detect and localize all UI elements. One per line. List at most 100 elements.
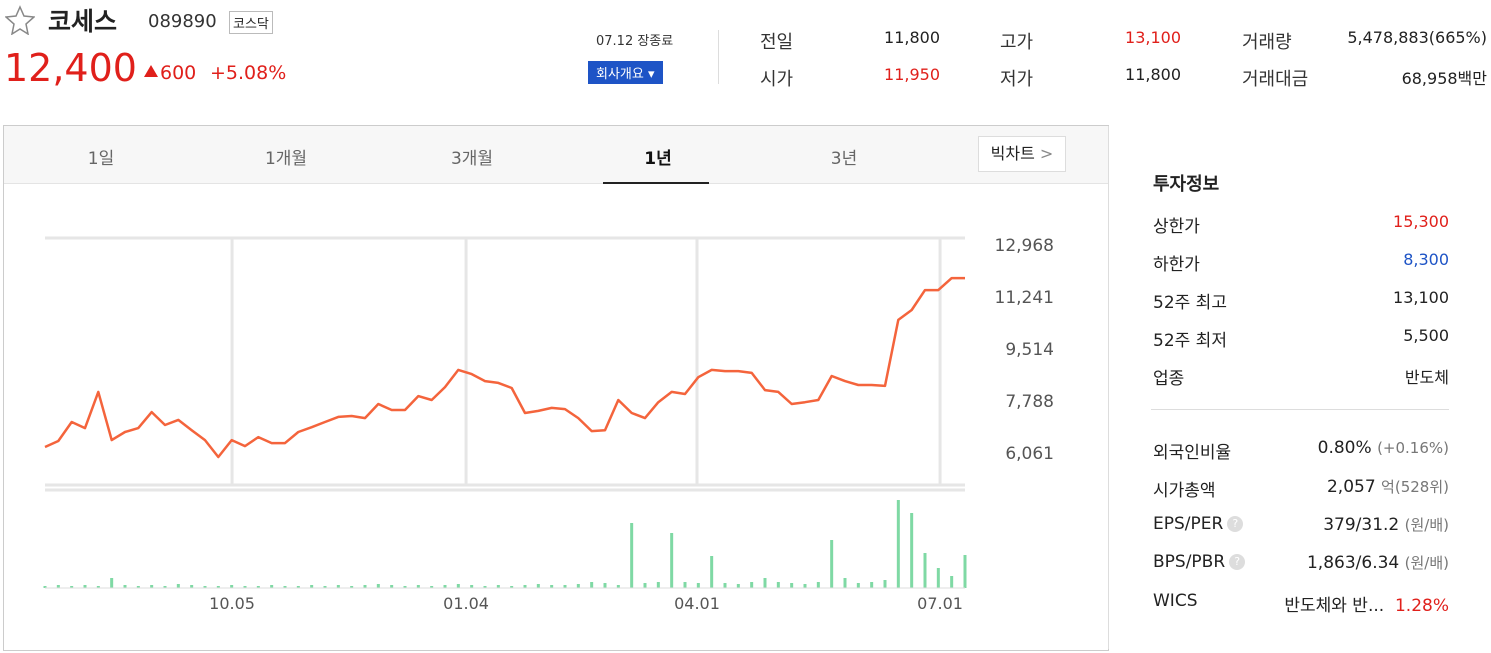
invest-panel: 투자정보 외국인비율 0.80% (+0.16%) 시가총액 2,057 억(528… <box>1108 126 1489 649</box>
volume-bar <box>230 585 234 588</box>
volume-bar <box>710 556 714 588</box>
volume-bar <box>763 578 767 588</box>
label: BPS/PBR <box>1153 552 1226 572</box>
volume-bar <box>70 586 74 588</box>
divider <box>1151 409 1449 410</box>
y-tick-label: 6,061 <box>1005 444 1054 464</box>
quote-value: 11,800 <box>884 28 940 47</box>
sub: (원/배) <box>1404 516 1449 534</box>
quote-label: 시가 <box>760 69 794 90</box>
volume-bar <box>376 584 380 588</box>
unit: 억 <box>1381 478 1395 496</box>
x-tick-label: 01.04 <box>443 594 489 613</box>
volume-bar <box>310 585 314 588</box>
volume-bar <box>256 586 260 588</box>
info-value: 8,300 <box>1403 250 1449 269</box>
volume-bar <box>216 586 220 588</box>
chart: 12,968 11,241 9,514 7,788 6,061 10.05 01.04 04.… <box>43 236 1054 613</box>
volume-bar <box>603 583 607 588</box>
volume-bar <box>136 586 140 588</box>
value[interactable]: 반도체와 반... <box>1284 596 1385 616</box>
active-underline <box>603 182 709 184</box>
quote-label: 고가 <box>1000 32 1034 53</box>
x-tick-label: 10.05 <box>209 594 255 613</box>
info-value: 반도체 <box>1404 368 1449 387</box>
info-label: 업종 <box>1153 369 1185 389</box>
big-chart-button[interactable]: 빅차트 > <box>978 136 1066 172</box>
volume-bar <box>350 586 354 588</box>
help-icon[interactable]: ? <box>1227 516 1244 532</box>
value: 1,863/6.34 <box>1306 553 1400 573</box>
info-label: 상한가 <box>1153 217 1200 237</box>
volume-bar <box>83 585 87 588</box>
quote-value: 5,478,883(665%) <box>1347 28 1487 47</box>
market-status: 07.12 장종료 <box>596 34 674 49</box>
bps-row: BPS/PBR? 1,863/6.34 (원/배) <box>1153 552 1449 573</box>
quote-value: 13,100 <box>1125 28 1181 47</box>
volume-bar <box>283 586 287 588</box>
info-label: 52주 최저 <box>1153 331 1227 351</box>
foreign-row: 외국인비율 0.80% (+0.16%) <box>1153 438 1449 463</box>
volume-bar <box>123 585 127 588</box>
divider <box>718 30 719 84</box>
period-tab[interactable]: 1년 <box>644 149 672 169</box>
volume-bar <box>363 585 367 588</box>
volume-bar <box>736 584 740 588</box>
volume-bar <box>683 582 687 588</box>
y-tick-label: 11,241 <box>995 288 1054 308</box>
panel-title: 투자정보 <box>1153 174 1220 195</box>
volume-bar <box>656 582 660 588</box>
quote-label: 전일 <box>760 32 794 53</box>
value: 0.80% <box>1317 438 1372 458</box>
volume-bar <box>470 585 474 588</box>
volume-bar <box>243 586 247 588</box>
volume-bar <box>510 586 514 588</box>
volume-bar <box>803 584 807 588</box>
volume-bar <box>790 583 794 588</box>
period-tab[interactable]: 1일 <box>87 149 115 169</box>
volume-bar <box>670 533 674 588</box>
volume-bar <box>910 513 914 588</box>
big-chart-label: 빅차트 <box>990 144 1035 163</box>
info-value: 13,100 <box>1393 288 1449 307</box>
volume-bar <box>856 583 860 588</box>
volume-bar <box>523 585 527 588</box>
volume-bar <box>56 585 60 588</box>
volume-bar <box>843 578 847 588</box>
favorite-star[interactable] <box>5 5 35 35</box>
volume-bar <box>456 584 460 588</box>
volume-bar <box>963 555 967 588</box>
volume-bar <box>270 585 274 588</box>
volume-bar <box>163 586 167 588</box>
volume-bar <box>750 582 754 588</box>
eps-row: EPS/PER? 379/31.2 (원/배) <box>1153 514 1449 535</box>
pct: 1.28% <box>1394 596 1449 616</box>
label: WICS <box>1153 591 1198 611</box>
price-line <box>44 276 965 459</box>
help-icon[interactable]: ? <box>1229 554 1246 570</box>
y-tick-label: 9,514 <box>1005 340 1054 360</box>
company-button[interactable]: 회사개요 ▾ <box>588 61 663 84</box>
sub: (원/배) <box>1404 554 1449 572</box>
quote-value: 11,950 <box>884 65 940 84</box>
x-tick-label: 07.01 <box>917 594 963 613</box>
volume-bar <box>936 568 940 588</box>
volume-bar <box>550 585 554 588</box>
volume-bar <box>563 585 567 588</box>
label: 외국인비율 <box>1153 443 1232 463</box>
volume-bar <box>176 584 180 588</box>
volume-bar <box>150 585 154 588</box>
x-tick-label: 04.01 <box>674 594 720 613</box>
volume-bar <box>110 578 114 588</box>
quote-label: 저가 <box>1000 69 1034 90</box>
period-tab[interactable]: 3개월 <box>450 149 494 169</box>
info-label: 하한가 <box>1153 255 1200 275</box>
change-pct: +5.08% <box>210 62 287 84</box>
info-value: 15,300 <box>1393 212 1449 231</box>
info-value: 5,500 <box>1403 326 1449 345</box>
volume-bar <box>723 583 727 588</box>
period-tab[interactable]: 1개월 <box>264 149 308 169</box>
period-tab[interactable]: 3년 <box>830 149 858 169</box>
volume-bar <box>336 585 340 588</box>
